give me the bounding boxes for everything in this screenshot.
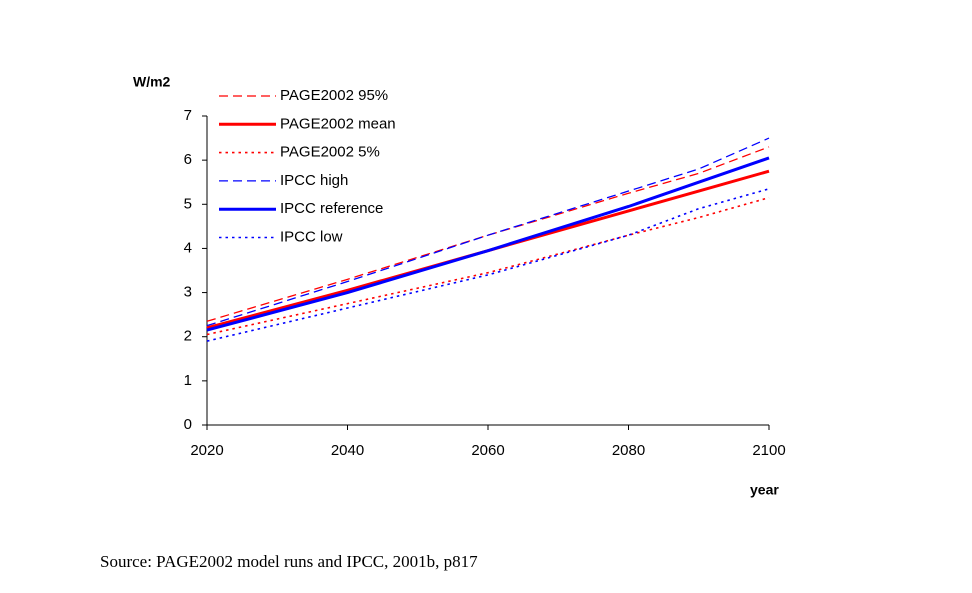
y-tick-label: 2 (184, 328, 192, 345)
legend-label: PAGE2002 mean (280, 115, 396, 132)
x-tick-label: 2040 (331, 442, 364, 459)
y-tick-label: 4 (184, 239, 192, 256)
legend-label: IPCC low (280, 228, 343, 245)
series-line (206, 196, 770, 336)
x-tick-label: 2100 (752, 442, 785, 459)
y-tick-label: 5 (184, 195, 192, 212)
series-line (206, 137, 770, 327)
x-tick-label: 2080 (612, 442, 645, 459)
legend-label: PAGE2002 5% (280, 144, 380, 161)
y-tick-label: 0 (184, 416, 192, 433)
legend-label: IPCC high (280, 172, 348, 189)
y-tick-label: 3 (184, 284, 192, 301)
source-note: Source: PAGE2002 model runs and IPCC, 20… (100, 552, 478, 571)
x-tick-label: 2020 (190, 442, 223, 459)
x-axis-label: year (750, 482, 779, 498)
x-tick-label: 2060 (471, 442, 504, 459)
y-tick-label: 7 (184, 107, 192, 124)
y-tick-label: 1 (184, 372, 192, 389)
y-axis-label: W/m2 (133, 74, 171, 90)
series-line (206, 146, 770, 322)
series-line (206, 156, 770, 332)
legend-label: PAGE2002 95% (280, 87, 388, 104)
series-line (206, 188, 770, 342)
y-tick-label: 6 (184, 151, 192, 168)
series-line (206, 169, 770, 330)
legend-label: IPCC reference (280, 200, 383, 217)
